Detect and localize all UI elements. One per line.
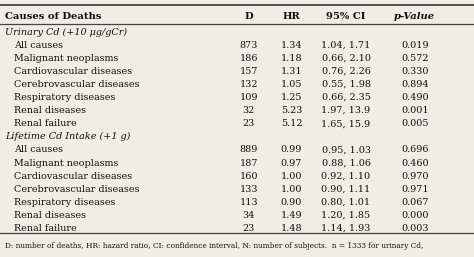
Text: 0.003: 0.003 (401, 224, 428, 233)
Text: 132: 132 (239, 80, 258, 89)
Text: p-Value: p-Value (394, 12, 435, 21)
Text: Cerebrovascular diseases: Cerebrovascular diseases (14, 185, 140, 194)
Text: 5.23: 5.23 (281, 106, 302, 115)
Text: Cardiovascular diseases: Cardiovascular diseases (14, 67, 132, 76)
Text: 0.490: 0.490 (401, 93, 428, 102)
Text: Respiratory diseases: Respiratory diseases (14, 198, 116, 207)
Text: Malignant neoplasms: Malignant neoplasms (14, 159, 118, 168)
Text: 0.88, 1.06: 0.88, 1.06 (321, 159, 371, 168)
Text: 0.55, 1.98: 0.55, 1.98 (321, 80, 371, 89)
Text: Renal diseases: Renal diseases (14, 211, 86, 220)
Text: 109: 109 (239, 93, 258, 102)
Text: 873: 873 (240, 41, 258, 50)
Text: 0.66, 2.35: 0.66, 2.35 (321, 93, 371, 102)
Text: 95% CI: 95% CI (326, 12, 366, 21)
Text: 160: 160 (239, 172, 258, 181)
Text: 1.05: 1.05 (281, 80, 302, 89)
Text: 0.894: 0.894 (401, 80, 428, 89)
Text: 0.76, 2.26: 0.76, 2.26 (321, 67, 371, 76)
Text: 23: 23 (243, 119, 255, 128)
Text: 186: 186 (239, 54, 258, 63)
Text: 157: 157 (239, 67, 258, 76)
Text: 5.12: 5.12 (281, 119, 302, 128)
Text: 1.14, 1.93: 1.14, 1.93 (321, 224, 371, 233)
Text: Lifetime Cd Intake (+1 g): Lifetime Cd Intake (+1 g) (5, 132, 130, 142)
Text: 113: 113 (239, 198, 258, 207)
Text: 0.696: 0.696 (401, 145, 428, 154)
Text: 187: 187 (239, 159, 258, 168)
Text: Cardiovascular diseases: Cardiovascular diseases (14, 172, 132, 181)
Text: 0.460: 0.460 (401, 159, 428, 168)
Text: 0.66, 2.10: 0.66, 2.10 (321, 54, 371, 63)
Text: Respiratory diseases: Respiratory diseases (14, 93, 116, 102)
Text: 0.000: 0.000 (401, 211, 428, 220)
Text: 1.97, 13.9: 1.97, 13.9 (321, 106, 371, 115)
Text: Renal diseases: Renal diseases (14, 106, 86, 115)
Text: 0.99: 0.99 (281, 145, 302, 154)
Text: 1.31: 1.31 (281, 67, 302, 76)
Text: Causes of Deaths: Causes of Deaths (5, 12, 101, 21)
Text: 1.20, 1.85: 1.20, 1.85 (321, 211, 371, 220)
Text: 0.80, 1.01: 0.80, 1.01 (321, 198, 371, 207)
Text: 0.067: 0.067 (401, 198, 428, 207)
Text: D: number of deaths, HR: hazard ratio, CI: confidence interval, N: number of sub: D: number of deaths, HR: hazard ratio, C… (5, 242, 423, 250)
Text: 1.34: 1.34 (281, 41, 302, 50)
Text: 32: 32 (243, 106, 255, 115)
Text: All causes: All causes (14, 145, 63, 154)
Text: 23: 23 (243, 224, 255, 233)
Text: 0.970: 0.970 (401, 172, 428, 181)
Text: 889: 889 (240, 145, 258, 154)
Text: 0.572: 0.572 (401, 54, 428, 63)
Text: 0.97: 0.97 (281, 159, 302, 168)
Text: 133: 133 (239, 185, 258, 194)
Text: 0.92, 1.10: 0.92, 1.10 (321, 172, 371, 181)
Text: 1.65, 15.9: 1.65, 15.9 (321, 119, 371, 128)
Text: 1.18: 1.18 (281, 54, 302, 63)
Text: 0.971: 0.971 (401, 185, 428, 194)
Text: Cerebrovascular diseases: Cerebrovascular diseases (14, 80, 140, 89)
Text: Renal failure: Renal failure (14, 119, 77, 128)
Text: Malignant neoplasms: Malignant neoplasms (14, 54, 118, 63)
Text: All causes: All causes (14, 41, 63, 50)
Text: 0.019: 0.019 (401, 41, 428, 50)
Text: 0.001: 0.001 (401, 106, 428, 115)
Text: Renal failure: Renal failure (14, 224, 77, 233)
Text: 0.90: 0.90 (281, 198, 302, 207)
Text: 0.90, 1.11: 0.90, 1.11 (321, 185, 371, 194)
Text: 1.48: 1.48 (281, 224, 302, 233)
Text: Urinary Cd (+10 μg/gCr): Urinary Cd (+10 μg/gCr) (5, 27, 127, 37)
Text: 1.04, 1.71: 1.04, 1.71 (321, 41, 371, 50)
Text: 1.00: 1.00 (281, 185, 302, 194)
Text: 0.330: 0.330 (401, 67, 428, 76)
Text: 1.49: 1.49 (281, 211, 302, 220)
Text: D: D (245, 12, 253, 21)
Text: 1.00: 1.00 (281, 172, 302, 181)
Text: 1.25: 1.25 (281, 93, 302, 102)
Text: 0.95, 1.03: 0.95, 1.03 (321, 145, 371, 154)
Text: 34: 34 (243, 211, 255, 220)
Text: 0.005: 0.005 (401, 119, 428, 128)
Text: HR: HR (283, 12, 301, 21)
